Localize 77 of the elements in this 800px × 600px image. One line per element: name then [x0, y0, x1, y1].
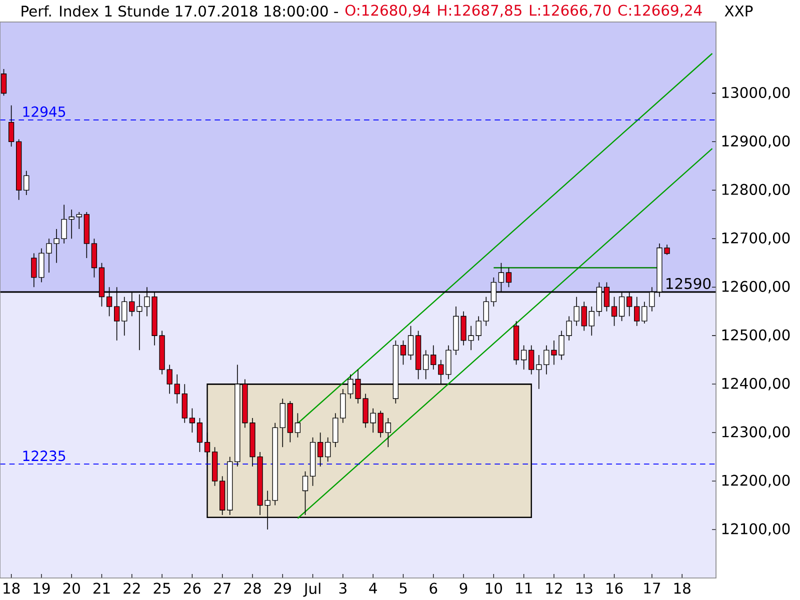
candlestick	[166, 364, 172, 394]
x-tick-label: 5	[400, 582, 407, 594]
text: C:12669,24	[618, 4, 702, 18]
candlestick	[581, 301, 587, 332]
x-tick-label: 4	[369, 582, 377, 594]
candlestick	[8, 104, 14, 147]
x-tick-label: 9	[460, 582, 468, 594]
y-tick-label: 12800,00	[722, 184, 790, 196]
candlestick	[634, 296, 640, 326]
x-tick-label: 28	[244, 582, 261, 594]
candlestick	[385, 418, 391, 448]
y-tick-label: 12500,00	[722, 329, 790, 342]
x-tick-label: 13	[576, 582, 592, 594]
x-tick-label: 29	[274, 582, 291, 594]
candlestick	[408, 326, 414, 360]
candlestick	[483, 296, 489, 326]
y-tick-label: 12600,00	[722, 280, 790, 294]
candlestick	[302, 470, 308, 516]
candlestick	[400, 340, 406, 366]
candlestick	[325, 437, 331, 462]
ref-line-label: 12590	[666, 278, 711, 290]
x-tick-label: 10	[486, 582, 502, 594]
candlestick	[430, 344, 436, 370]
x-tick-label: 12	[546, 582, 562, 594]
candlestick	[423, 350, 429, 380]
candlestick	[174, 374, 180, 404]
x-tick-label: 6	[430, 582, 438, 594]
candlestick	[24, 170, 30, 196]
candlestick	[31, 252, 37, 288]
x-tick-label: 26	[184, 582, 201, 594]
candlestick	[196, 418, 203, 452]
x-tick-label: 18	[4, 582, 20, 594]
candlestick	[528, 344, 534, 375]
x-tick-label: 22	[124, 582, 140, 594]
x-tick-label: 19	[34, 582, 50, 594]
candlestick	[294, 412, 301, 438]
candlestick	[76, 212, 82, 230]
candlestick	[122, 296, 128, 336]
ref-line-label: 12945	[23, 106, 66, 117]
y-tick-label: 13000,00	[722, 86, 790, 100]
candlestick	[476, 316, 482, 341]
x-tick-label: Jul	[303, 582, 320, 597]
x-tick-label: 21	[93, 582, 110, 594]
y-tick-label: 12700,00	[722, 232, 790, 245]
y-tick-label: 12200,00	[722, 474, 790, 488]
candlestick	[370, 408, 376, 433]
candlestick	[520, 344, 527, 370]
candlestick	[536, 354, 542, 390]
candlestick	[611, 296, 618, 326]
x-tick-label: 11	[516, 582, 532, 594]
candlestick	[189, 408, 196, 433]
x-tick-label: 3	[339, 582, 346, 594]
candlestick	[544, 344, 550, 375]
text: H:12687,85	[438, 4, 522, 18]
candlestick	[588, 306, 594, 336]
x-tick-label: 20	[63, 582, 80, 594]
y-tick-label: 12100,00	[722, 523, 790, 536]
x-tick-label: 16	[606, 582, 623, 594]
candlestick	[68, 209, 74, 240]
x-tick-label: 25	[154, 582, 170, 594]
candlestick	[0, 68, 7, 96]
candlestick	[642, 301, 648, 324]
text: L:12666,70	[530, 4, 611, 18]
ref-line-label: 12235	[23, 450, 66, 462]
chart-title: Perf. Index 1 Stunde 17.07.2018 18:00:00 -	[22, 5, 338, 17]
text: O:12680,94	[345, 4, 430, 18]
x-tick-label: 18	[674, 582, 690, 594]
y-tick-label: 12300,00	[722, 426, 790, 439]
x-tick-label: 27	[214, 582, 230, 594]
candlestick	[574, 296, 580, 326]
candlestick	[378, 410, 384, 438]
candlestick	[506, 267, 512, 288]
y-tick-label: 12900,00	[722, 135, 790, 148]
candlestick	[317, 432, 324, 467]
y-tick-label: 12400,00	[722, 378, 790, 390]
text: XXP	[724, 6, 753, 16]
x-tick-label: 17	[644, 582, 660, 594]
